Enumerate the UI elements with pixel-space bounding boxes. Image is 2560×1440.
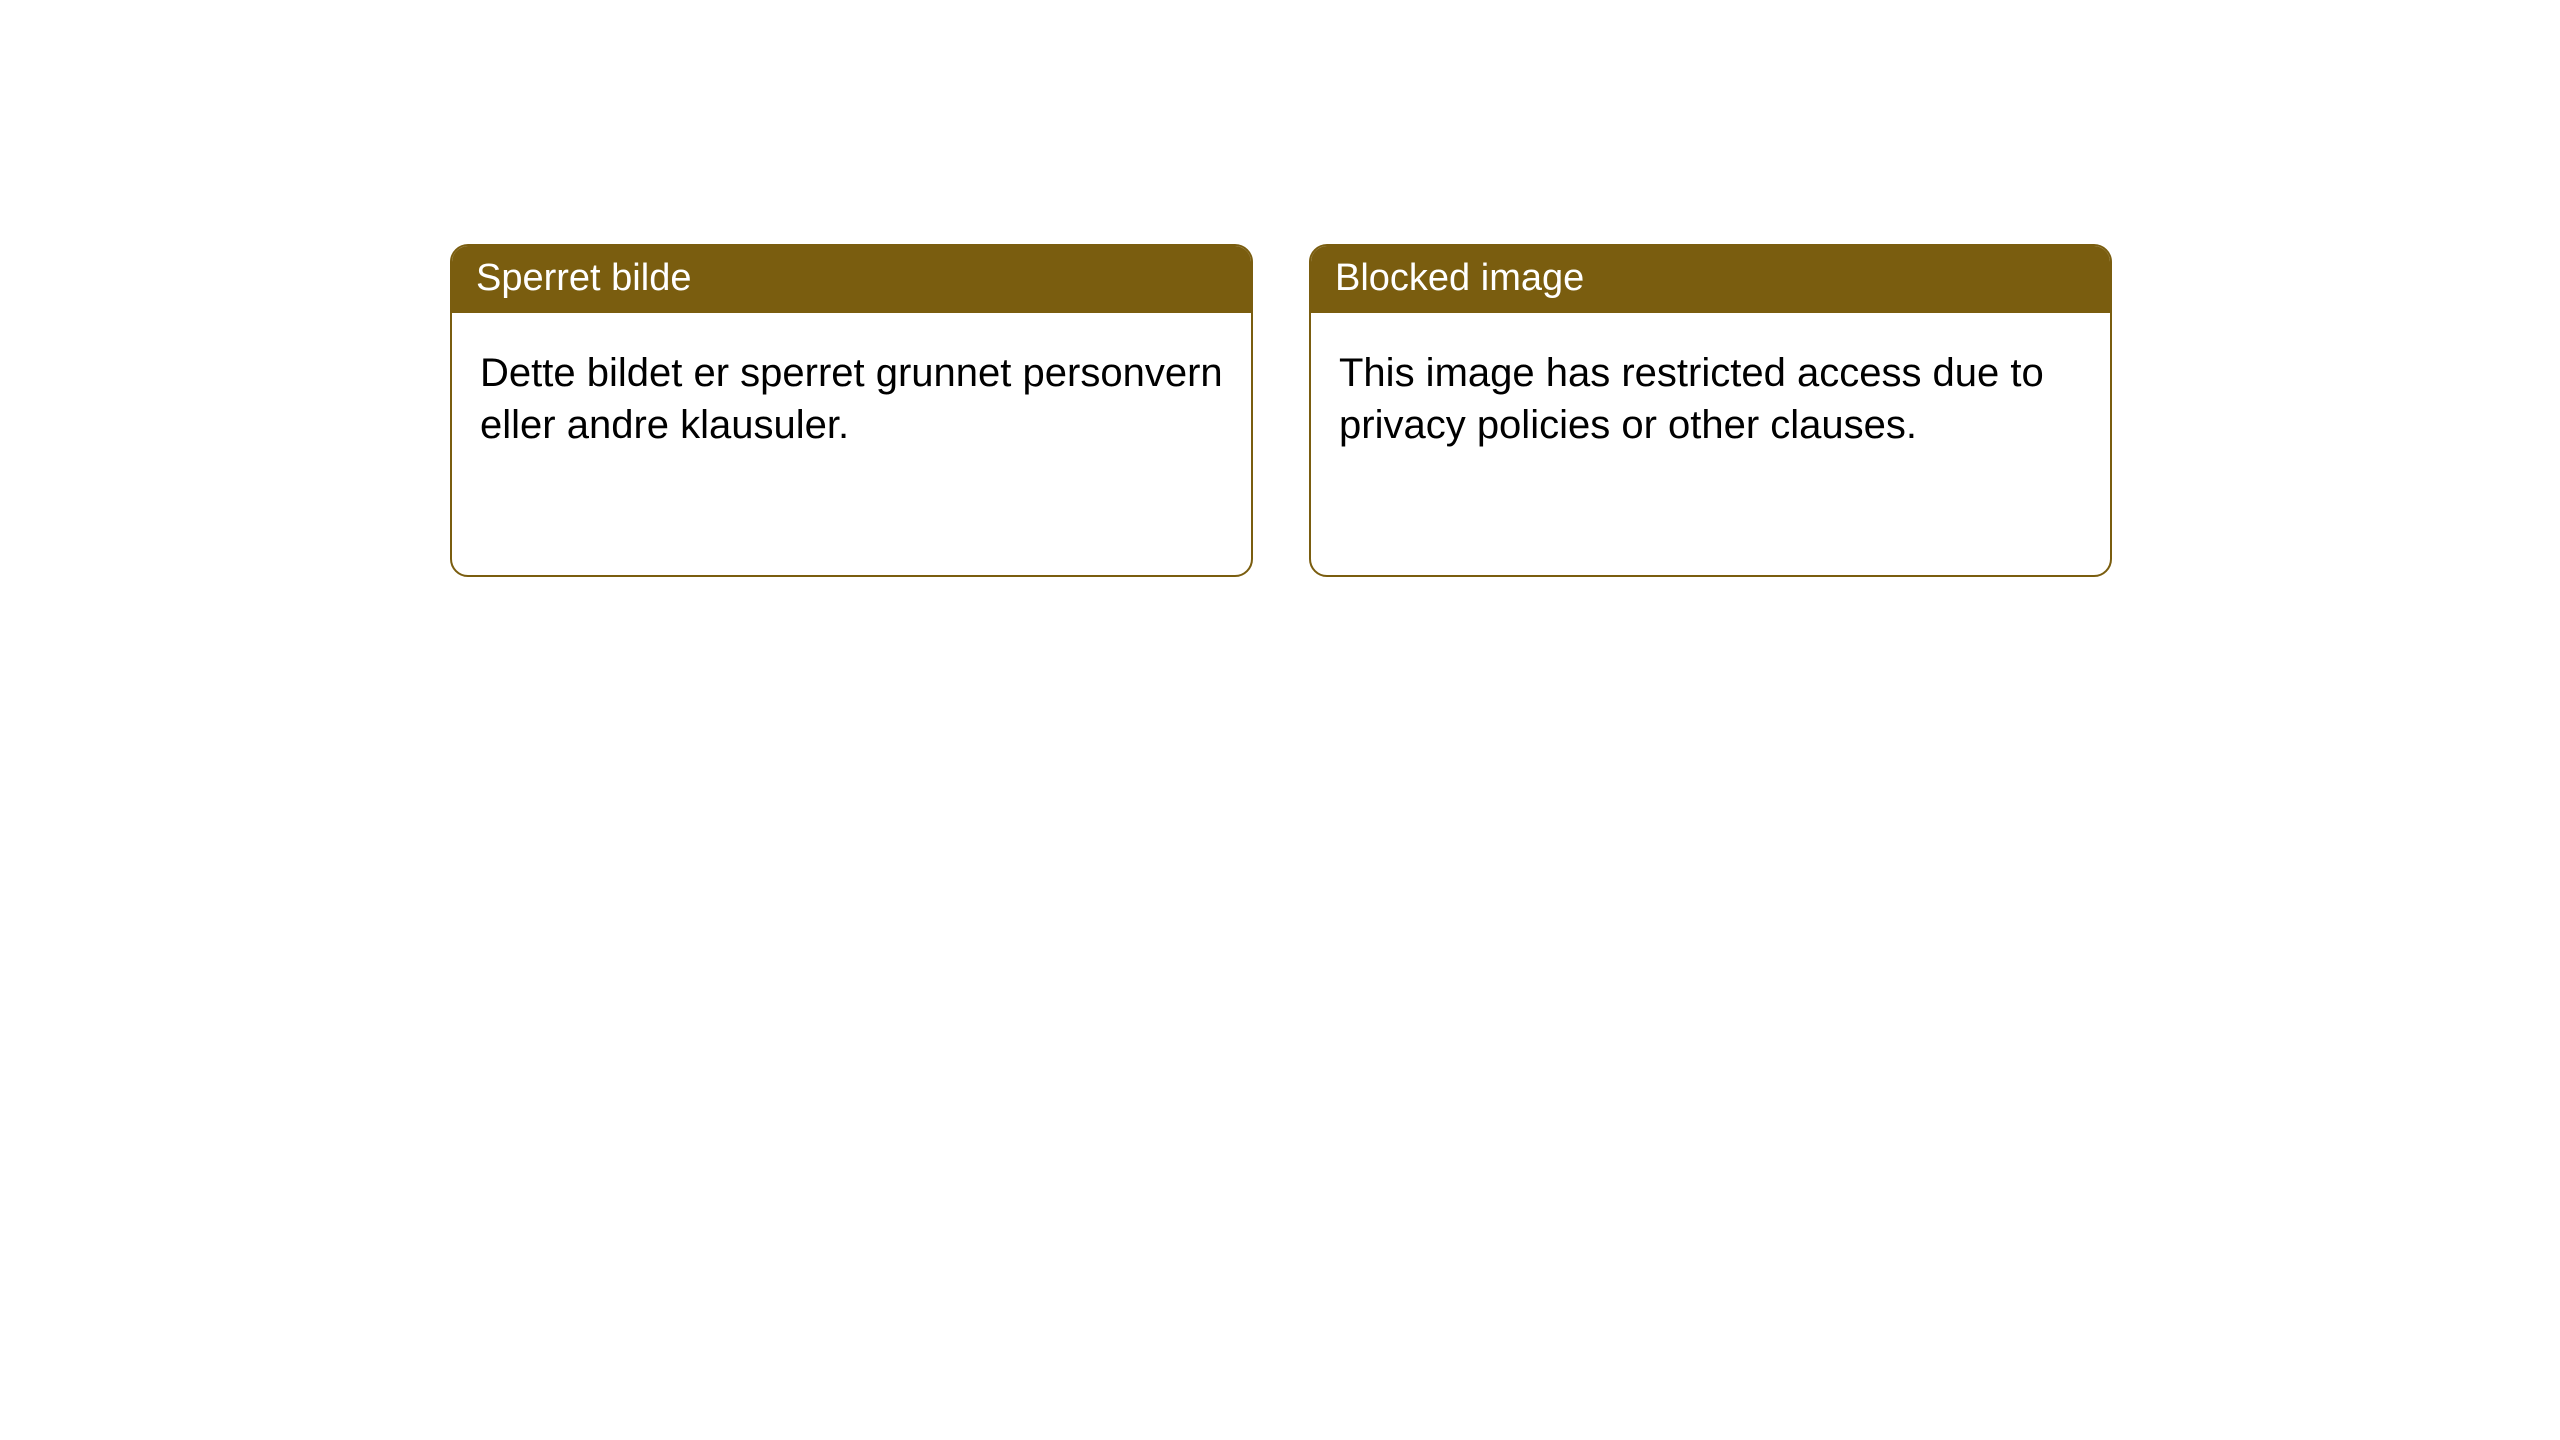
notice-card-norwegian: Sperret bilde Dette bildet er sperret gr…	[450, 244, 1253, 577]
notice-card-english: Blocked image This image has restricted …	[1309, 244, 2112, 577]
notice-body-norwegian: Dette bildet er sperret grunnet personve…	[452, 313, 1251, 485]
notice-header-norwegian: Sperret bilde	[452, 246, 1251, 313]
notice-header-english: Blocked image	[1311, 246, 2110, 313]
notice-container: Sperret bilde Dette bildet er sperret gr…	[0, 0, 2560, 577]
notice-body-english: This image has restricted access due to …	[1311, 313, 2110, 485]
